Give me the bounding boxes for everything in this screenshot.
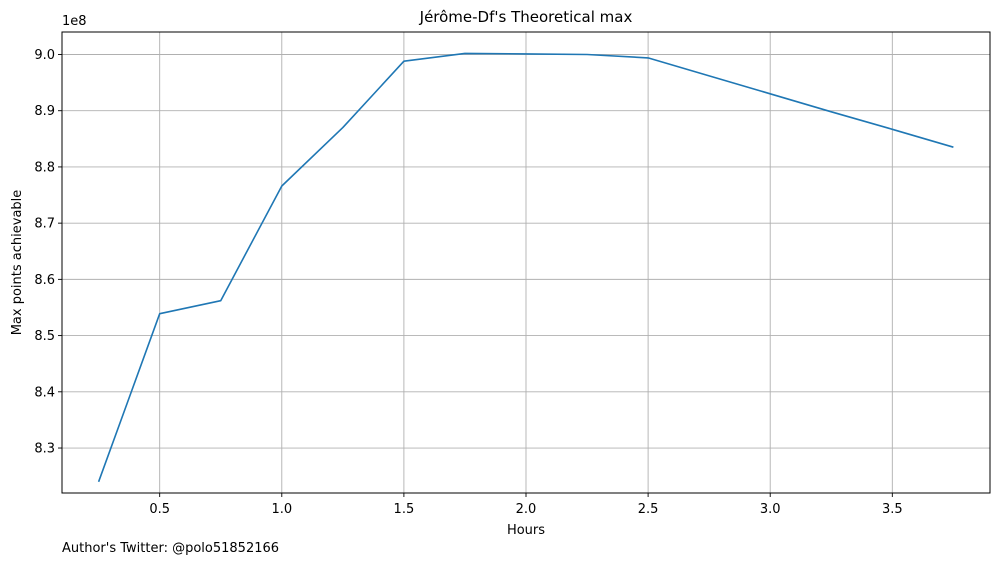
y-axis-offset-label: 1e8: [62, 14, 87, 29]
grid: [62, 32, 990, 493]
x-tick-label: 0.5: [149, 502, 170, 517]
y-tick-label: 8.9: [34, 104, 55, 119]
author-credit: Author's Twitter: @polo51852166: [62, 541, 279, 556]
series-line: [97, 52, 954, 483]
x-tick-label: 1.0: [271, 502, 292, 517]
x-axis: 0.5 1.0 1.5 2.0 2.5 3.0 3.5: [149, 493, 903, 517]
y-tick-label: 8.5: [34, 329, 55, 344]
y-tick-label: 8.4: [34, 385, 55, 400]
y-tick-label: 8.3: [34, 442, 55, 457]
y-tick-label: 8.6: [34, 273, 55, 288]
y-axis-title: Max points achievable: [10, 190, 25, 336]
x-tick-label: 2.0: [516, 502, 537, 517]
series-layer: [97, 52, 954, 483]
chart-title: Jérôme-Df's Theoretical max: [419, 8, 633, 26]
x-tick-label: 1.5: [394, 502, 415, 517]
y-tick-label: 8.8: [34, 160, 55, 175]
y-tick-label: 9.0: [34, 48, 55, 63]
y-tick-label: 8.7: [34, 217, 55, 232]
y-axis: 8.3 8.4 8.5 8.6 8.7 8.8 8.9 9.0: [34, 48, 62, 457]
x-axis-title: Hours: [507, 523, 545, 538]
x-tick-label: 3.5: [882, 502, 903, 517]
x-tick-label: 2.5: [638, 502, 659, 517]
x-tick-label: 3.0: [760, 502, 781, 517]
